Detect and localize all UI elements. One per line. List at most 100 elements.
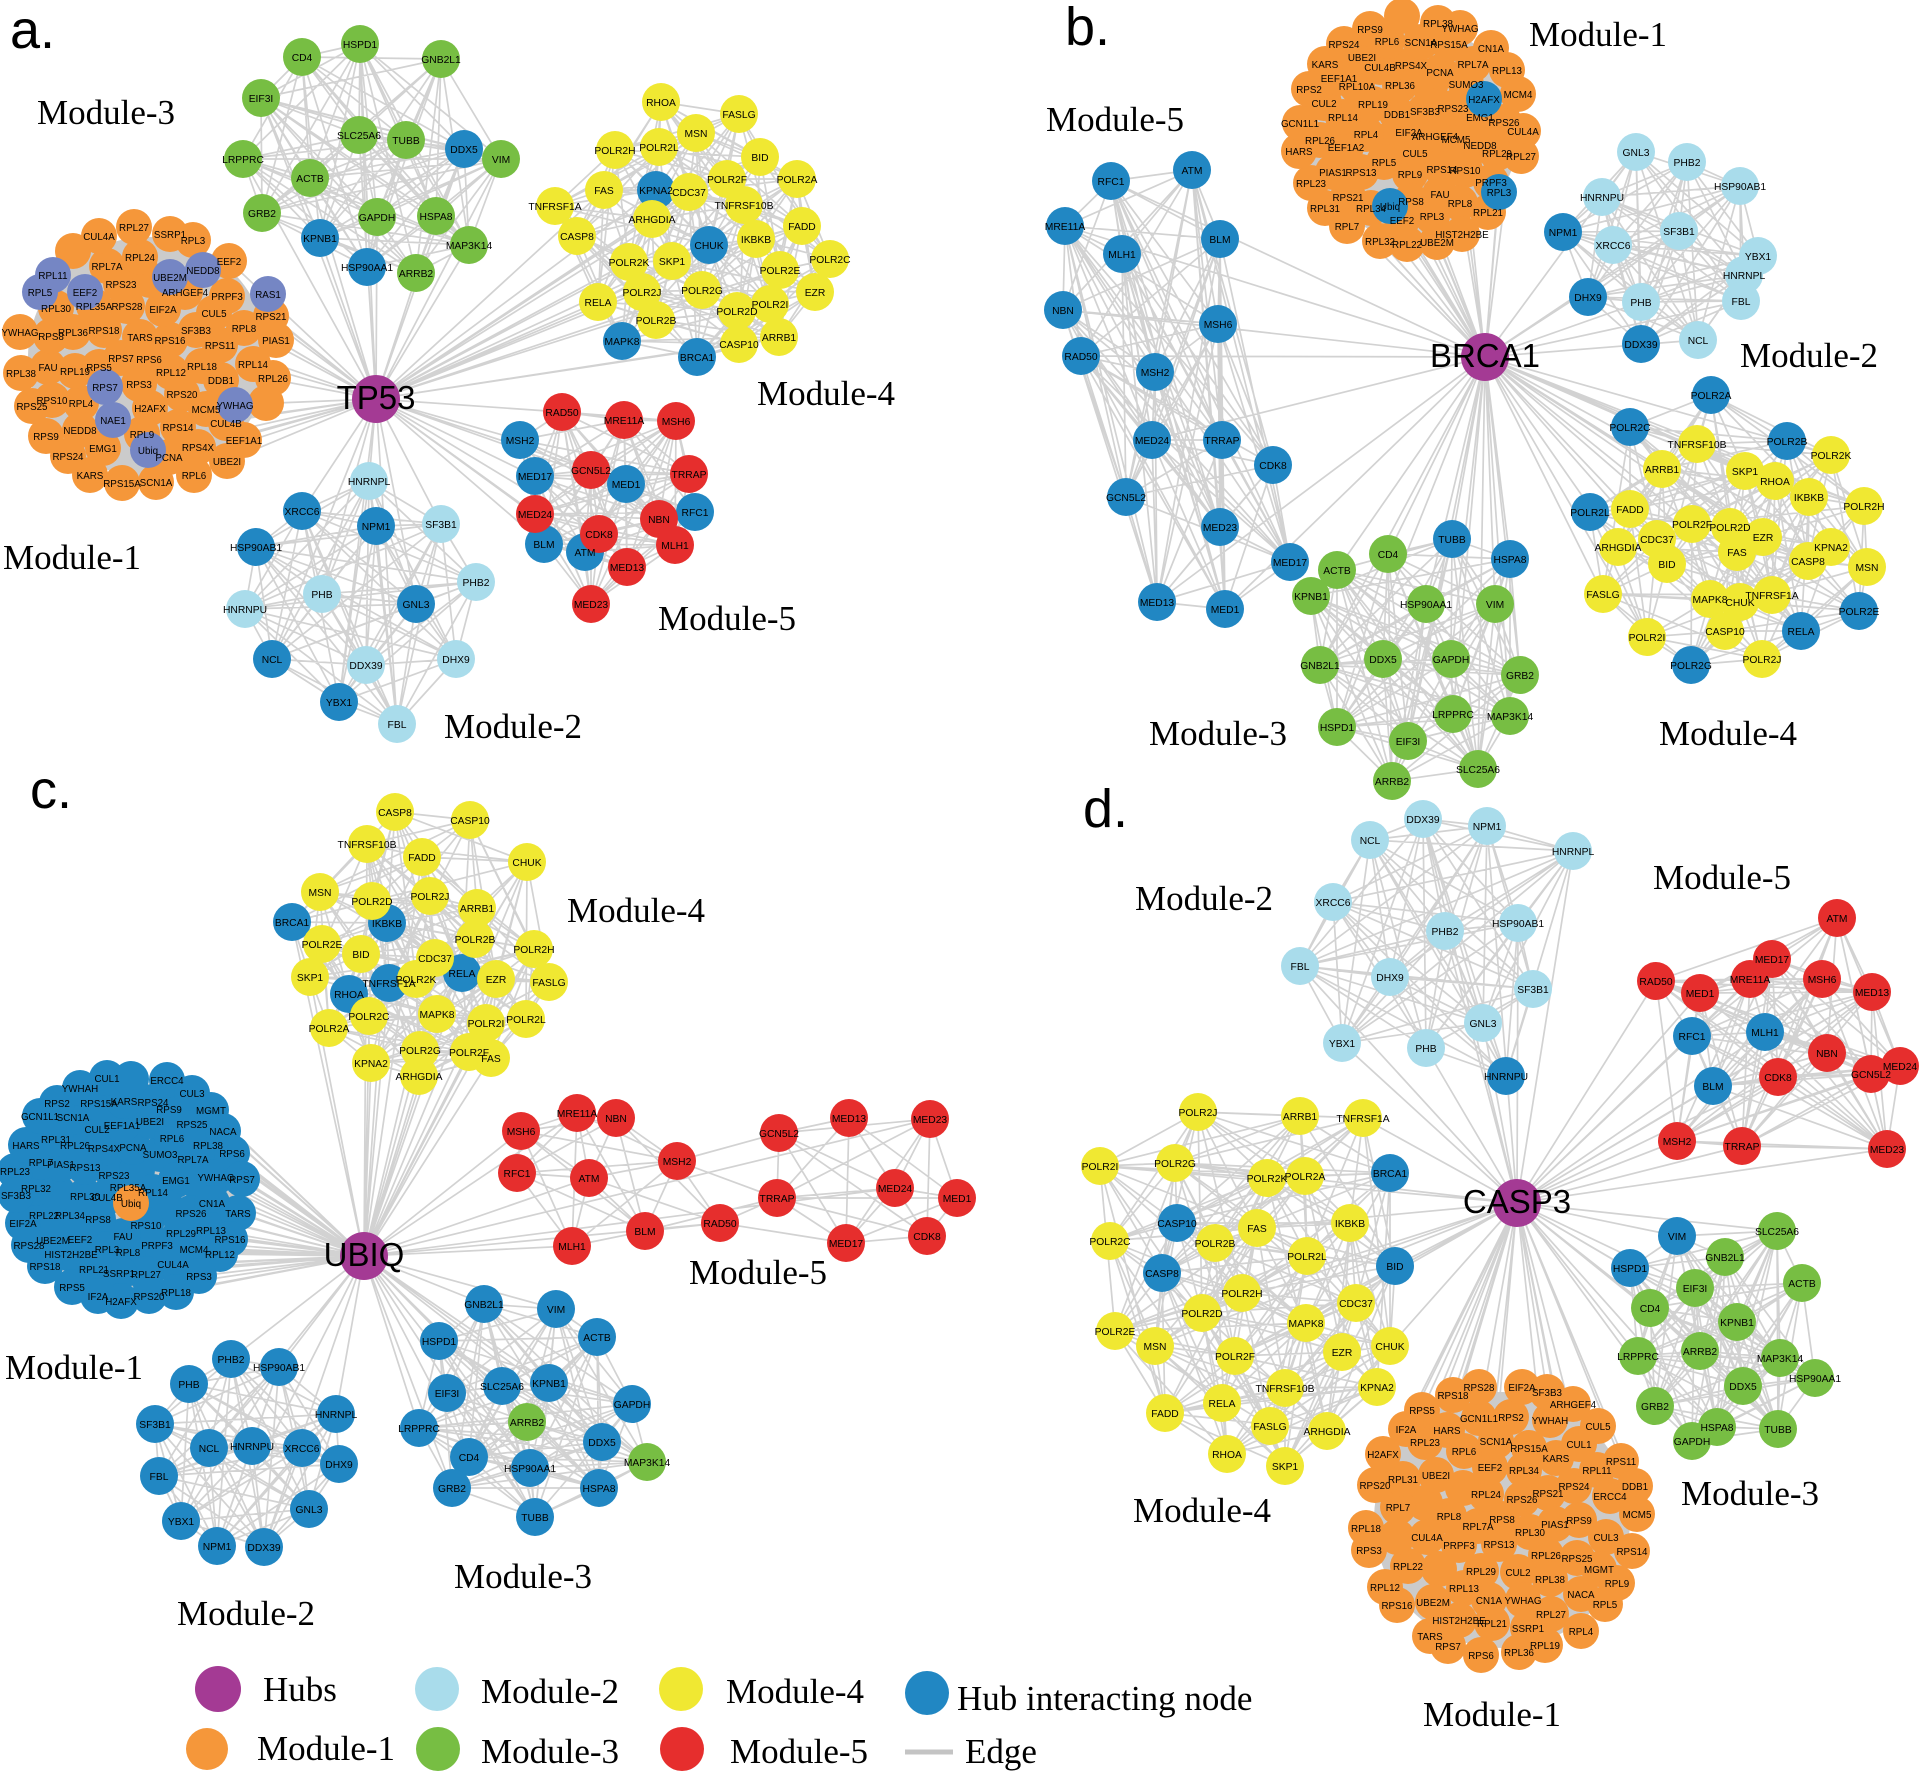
svg-text:RPL26: RPL26 (1305, 136, 1336, 147)
svg-text:HSP90AB1: HSP90AB1 (1492, 919, 1544, 930)
svg-text:RPS18: RPS18 (1437, 1391, 1469, 1402)
svg-text:MLH1: MLH1 (1108, 250, 1136, 261)
svg-text:GCN1L1: GCN1L1 (1281, 119, 1319, 130)
svg-text:RPL23: RPL23 (1410, 1438, 1441, 1449)
svg-text:ERCC4: ERCC4 (1593, 1492, 1627, 1503)
svg-text:RPL6: RPL6 (1452, 1447, 1477, 1458)
svg-text:NAE1: NAE1 (100, 416, 126, 427)
svg-text:RHOA: RHOA (646, 98, 676, 109)
svg-text:NCL: NCL (262, 655, 283, 666)
svg-text:RPL31: RPL31 (1310, 204, 1340, 215)
svg-text:MED17: MED17 (1273, 558, 1308, 569)
svg-text:MED24: MED24 (1883, 1062, 1918, 1073)
svg-text:ARRB2: ARRB2 (1375, 777, 1410, 788)
svg-text:GCN1L1: GCN1L1 (1460, 1414, 1498, 1425)
svg-text:RPL14: RPL14 (138, 1188, 169, 1199)
svg-text:HSP90AB1: HSP90AB1 (230, 543, 282, 554)
svg-text:TUBB: TUBB (1764, 1425, 1792, 1436)
svg-text:EIF2A: EIF2A (149, 305, 177, 316)
svg-text:GNB2L1: GNB2L1 (1705, 1253, 1745, 1264)
svg-text:CDC37: CDC37 (418, 954, 452, 965)
svg-text:PHB: PHB (178, 1380, 199, 1391)
svg-text:RPS7: RPS7 (229, 1175, 255, 1186)
svg-text:Ubiq: Ubiq (138, 446, 158, 457)
svg-text:SLC25A6: SLC25A6 (337, 131, 381, 142)
svg-text:RHOA: RHOA (334, 990, 364, 1001)
svg-text:MED24: MED24 (518, 510, 553, 521)
svg-text:MCM5: MCM5 (192, 405, 221, 416)
svg-text:TRRAP: TRRAP (1725, 1142, 1760, 1153)
svg-text:DDX5: DDX5 (1729, 1382, 1757, 1393)
svg-text:KPNA2: KPNA2 (1814, 543, 1848, 554)
svg-text:MSN: MSN (1856, 563, 1879, 574)
svg-text:HIST2H2BE: HIST2H2BE (44, 1250, 98, 1261)
svg-text:MED1: MED1 (612, 480, 641, 491)
svg-text:POLR2B: POLR2B (1767, 437, 1808, 448)
svg-text:RPL11: RPL11 (1582, 1466, 1611, 1477)
svg-text:POLR2L: POLR2L (639, 143, 679, 154)
svg-text:HARS: HARS (1285, 147, 1313, 158)
svg-text:RPS14: RPS14 (1426, 165, 1458, 176)
svg-text:YWHAG: YWHAG (1441, 24, 1478, 35)
svg-text:BRCA1: BRCA1 (275, 918, 310, 929)
svg-text:RPS20: RPS20 (133, 1292, 165, 1303)
svg-text:PHB2: PHB2 (1674, 158, 1701, 169)
svg-text:RPS15A: RPS15A (1430, 40, 1468, 51)
svg-text:POLR2E: POLR2E (1095, 1327, 1136, 1338)
svg-text:CUL1: CUL1 (94, 1074, 119, 1085)
svg-text:TRRAP: TRRAP (672, 470, 707, 481)
svg-text:TNFRSF1A: TNFRSF1A (528, 202, 581, 213)
svg-text:RPL13: RPL13 (1449, 1584, 1480, 1595)
svg-text:RPL12: RPL12 (156, 368, 186, 379)
svg-text:PIAS1: PIAS1 (1541, 1520, 1569, 1531)
svg-text:TNFRSF10B: TNFRSF10B (1668, 440, 1727, 451)
svg-text:RPS6: RPS6 (136, 355, 162, 366)
svg-text:GAPDH: GAPDH (1674, 1437, 1711, 1448)
svg-text:TARS: TARS (1417, 1632, 1443, 1643)
svg-text:RPL27: RPL27 (1506, 152, 1536, 163)
svg-text:CUL4B: CUL4B (210, 419, 242, 430)
svg-text:MSH6: MSH6 (662, 417, 691, 428)
svg-text:Hubs: Hubs (263, 1670, 337, 1709)
svg-text:POLR2H: POLR2H (1843, 502, 1884, 513)
svg-text:FBL: FBL (1732, 297, 1751, 308)
svg-text:HSP90AB1: HSP90AB1 (253, 1363, 305, 1374)
svg-text:RAD50: RAD50 (545, 408, 578, 419)
svg-text:RPS6: RPS6 (1468, 1651, 1494, 1662)
svg-text:ARHGDIA: ARHGDIA (1304, 1427, 1351, 1438)
svg-text:HSPA8: HSPA8 (419, 212, 452, 223)
svg-text:MAP3K14: MAP3K14 (446, 241, 493, 252)
svg-text:UBE2M: UBE2M (153, 273, 187, 284)
svg-text:ARRB1: ARRB1 (1283, 1112, 1318, 1123)
svg-text:RPL19: RPL19 (1358, 100, 1388, 111)
svg-text:POLR2C: POLR2C (1089, 1237, 1131, 1248)
svg-text:RPS28: RPS28 (1463, 1383, 1495, 1394)
svg-text:RPL30: RPL30 (1515, 1528, 1546, 1539)
svg-text:PIAS1: PIAS1 (1319, 168, 1347, 179)
svg-text:MED17: MED17 (518, 472, 553, 483)
svg-text:XRCC6: XRCC6 (285, 1444, 320, 1455)
svg-text:RPL19: RPL19 (1530, 1641, 1560, 1652)
svg-text:TNFRSF10B: TNFRSF10B (1256, 1384, 1315, 1395)
svg-text:EZR: EZR (1753, 533, 1774, 544)
svg-text:CUL2: CUL2 (1505, 1568, 1530, 1579)
svg-text:DDB1: DDB1 (1384, 110, 1410, 121)
svg-text:RFC1: RFC1 (1098, 177, 1125, 188)
svg-text:FADD: FADD (1151, 1409, 1178, 1420)
svg-text:ACTB: ACTB (1788, 1279, 1816, 1290)
svg-text:RPS7: RPS7 (92, 383, 118, 394)
svg-text:PRPF3: PRPF3 (1475, 178, 1507, 189)
svg-text:HSPD1: HSPD1 (343, 40, 378, 51)
svg-text:CASP10: CASP10 (450, 816, 490, 827)
svg-text:VIM: VIM (1668, 1232, 1686, 1243)
svg-text:RFC1: RFC1 (1679, 1032, 1706, 1043)
svg-text:UBE2M: UBE2M (36, 1236, 70, 1247)
svg-text:POLR2A: POLR2A (309, 1024, 350, 1035)
svg-text:EIF3I: EIF3I (435, 1389, 460, 1400)
svg-text:ARRB2: ARRB2 (399, 269, 434, 280)
svg-text:NBN: NBN (605, 1114, 627, 1125)
svg-text:RPS8: RPS8 (38, 332, 64, 343)
svg-text:RPS5: RPS5 (1409, 1406, 1435, 1417)
svg-text:MAPK8: MAPK8 (605, 337, 640, 348)
svg-text:MRE11A: MRE11A (1730, 975, 1771, 986)
